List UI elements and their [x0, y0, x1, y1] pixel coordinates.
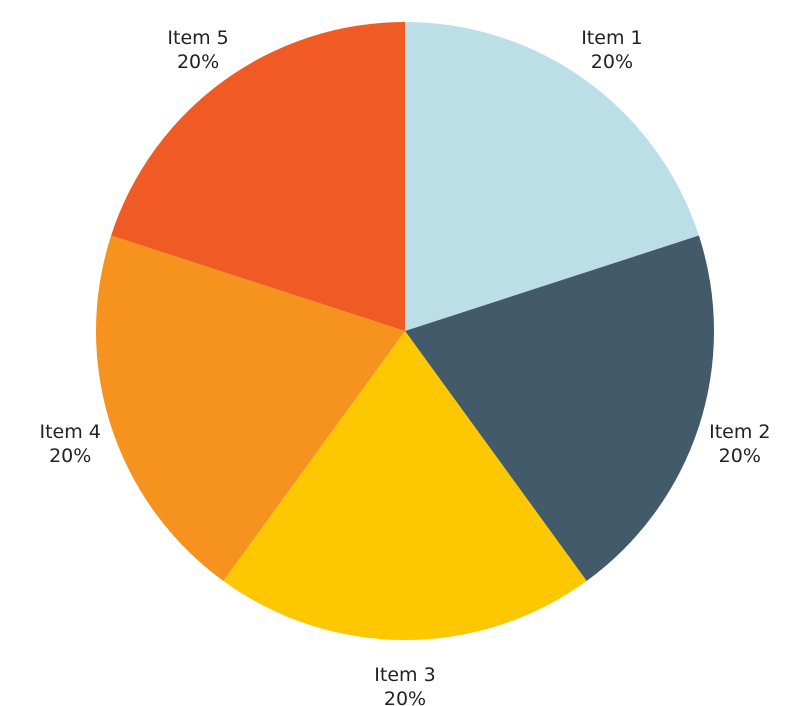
- pie-label-item-3: Item 3 20%: [374, 664, 435, 706]
- pie-labels: Item 1 20%Item 2 20%Item 3 20%Item 4 20%Item…: [40, 27, 771, 706]
- pie-label-value: 20%: [177, 51, 219, 73]
- pie-label-name: Item 3: [374, 664, 435, 686]
- pie-slice-item-5: [111, 22, 406, 331]
- pie-slice-item-3: [223, 331, 587, 641]
- pie-label-name: Item 4: [40, 421, 101, 443]
- pie-label-value: 20%: [384, 688, 426, 706]
- pie-slice-item-2: [405, 235, 715, 581]
- pie-label-item-2: Item 2 20%: [709, 421, 770, 467]
- pie-label-item-5: Item 5 20%: [167, 27, 228, 73]
- pie-slice-item-1: [405, 21, 699, 331]
- pie-label-value: 20%: [591, 51, 633, 73]
- pie-slice-item-4: [95, 235, 406, 581]
- pie-label-name: Item 1: [581, 27, 642, 49]
- pie-label-item-4: Item 4 20%: [40, 421, 101, 467]
- pie-label-value: 20%: [719, 445, 761, 467]
- pie-label-name: Item 2: [709, 421, 770, 443]
- pie-slices: [95, 21, 715, 641]
- pie-label-item-1: Item 1 20%: [581, 27, 642, 73]
- pie-label-value: 20%: [49, 445, 91, 467]
- pie-label-name: Item 5: [167, 27, 228, 49]
